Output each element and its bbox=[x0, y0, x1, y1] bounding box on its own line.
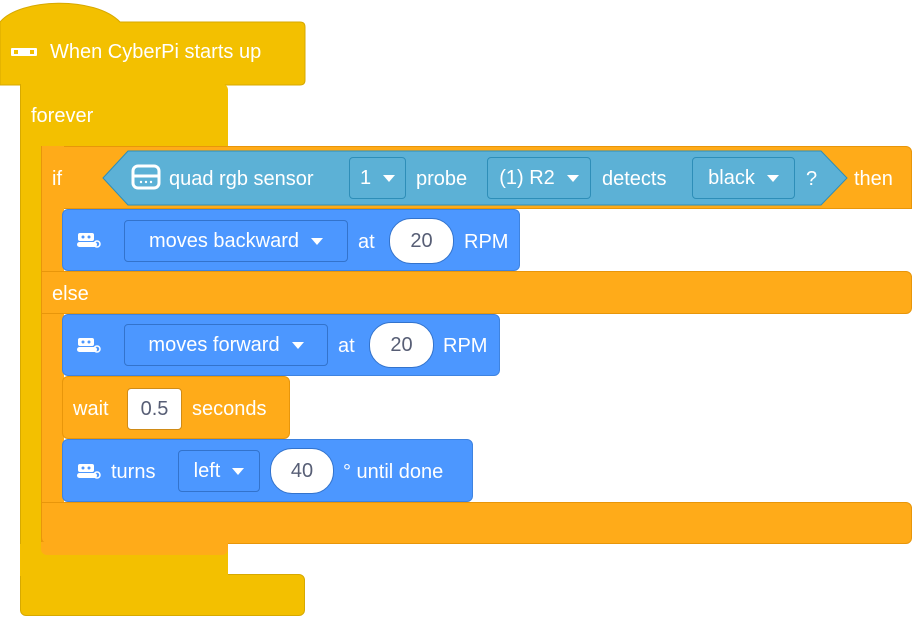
color-value: black bbox=[708, 167, 755, 189]
else-row bbox=[41, 271, 912, 314]
condition-shape bbox=[102, 150, 848, 206]
turn-direction-value: left bbox=[193, 460, 221, 482]
color-dropdown[interactable]: black bbox=[692, 157, 795, 199]
forward-speed-input[interactable]: 20 bbox=[369, 322, 434, 368]
move-backward-dropdown[interactable]: moves backward bbox=[124, 220, 348, 262]
forward-at-label: at bbox=[338, 335, 355, 357]
forever-left-arm bbox=[20, 84, 43, 604]
turn-direction-dropdown[interactable]: left bbox=[178, 450, 260, 492]
sensor-label: quad rgb sensor bbox=[169, 168, 314, 190]
sensor-index-dropdown[interactable]: 1 bbox=[349, 157, 406, 199]
forever-label: forever bbox=[31, 105, 94, 127]
forever-bottom-arm bbox=[20, 574, 305, 616]
backward-speed-input[interactable]: 20 bbox=[389, 218, 454, 264]
wait-seconds-input[interactable]: 0.5 bbox=[127, 388, 182, 430]
forward-rpm-label: RPM bbox=[443, 335, 488, 357]
probe-label: probe bbox=[416, 168, 468, 190]
if-left-arm bbox=[41, 146, 64, 544]
if-bottom-tab bbox=[41, 542, 228, 555]
rgb-sensor-icon bbox=[131, 162, 161, 192]
turns-block[interactable] bbox=[62, 439, 473, 502]
backward-at-label: at bbox=[358, 231, 375, 253]
probe-dropdown[interactable]: (1) R2 bbox=[487, 157, 591, 199]
chevron-down-icon bbox=[291, 341, 304, 349]
chevron-down-icon bbox=[311, 237, 324, 245]
sensor-index-value: 1 bbox=[359, 167, 372, 189]
question-mark: ? bbox=[806, 168, 818, 190]
chevron-down-icon bbox=[232, 467, 245, 475]
chevron-down-icon bbox=[766, 174, 779, 182]
cyberpi-board-icon bbox=[10, 44, 38, 60]
then-label: then bbox=[854, 168, 893, 190]
if-label: if bbox=[52, 168, 62, 190]
hat-label: When CyberPi starts up bbox=[50, 41, 262, 63]
backward-rpm-label: RPM bbox=[464, 231, 509, 253]
turn-angle-input[interactable]: 40 bbox=[270, 448, 334, 494]
mbot-robot-icon bbox=[75, 461, 101, 481]
turn-suffix-label: ° until done bbox=[343, 461, 444, 483]
turns-label: turns bbox=[111, 461, 156, 483]
wait-unit-label: seconds bbox=[192, 398, 267, 420]
hat-block-shape bbox=[0, 2, 306, 86]
mbot-robot-icon bbox=[75, 335, 101, 355]
move-forward-dropdown[interactable]: moves forward bbox=[124, 324, 328, 366]
if-bottom-arm bbox=[41, 502, 912, 544]
detects-label: detects bbox=[602, 168, 667, 190]
move-backward-value: moves backward bbox=[148, 230, 300, 252]
else-label: else bbox=[52, 283, 89, 305]
wait-label: wait bbox=[73, 398, 109, 420]
probe-value: (1) R2 bbox=[499, 167, 555, 189]
mbot-robot-icon bbox=[75, 230, 101, 250]
forever-top-arm bbox=[20, 84, 228, 146]
chevron-down-icon bbox=[566, 174, 579, 182]
chevron-down-icon bbox=[383, 174, 396, 182]
move-forward-value: moves forward bbox=[148, 334, 280, 356]
